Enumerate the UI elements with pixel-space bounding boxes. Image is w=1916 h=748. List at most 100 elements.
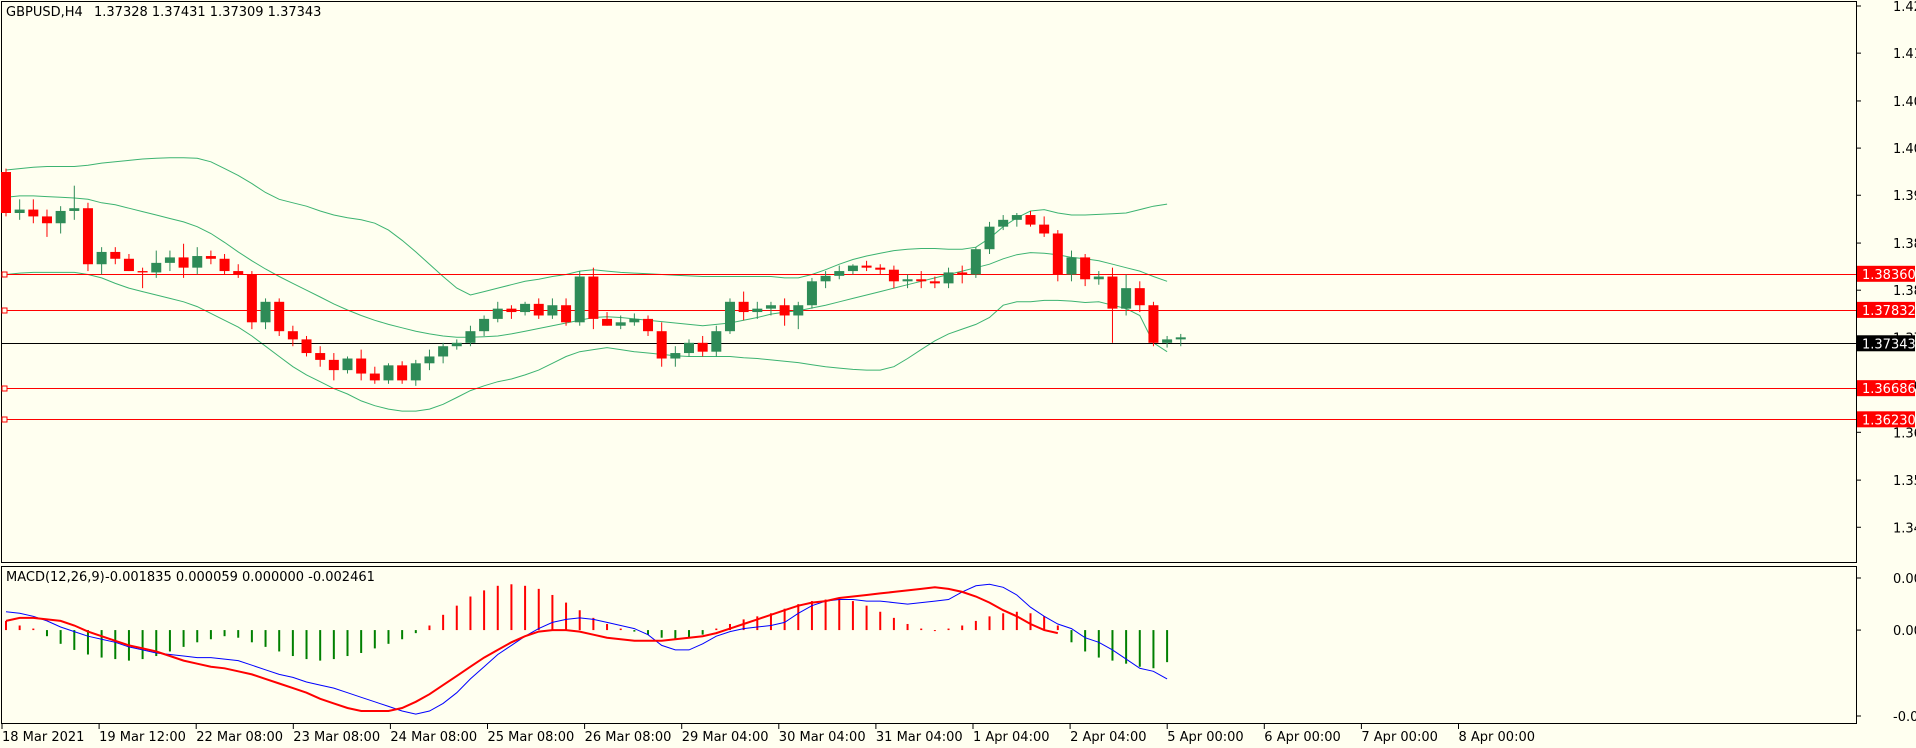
candle-body	[793, 305, 804, 316]
price-tick-label: 1.42280	[1893, 0, 1916, 15]
candle-body	[670, 353, 681, 359]
candle-body	[1066, 257, 1077, 275]
candle-body	[110, 251, 121, 259]
candle-body	[233, 271, 244, 275]
candle-body	[383, 365, 394, 381]
time-tick-label: 6 Apr 00:00	[1264, 730, 1341, 745]
level-price-label: 1.36686	[1862, 382, 1916, 397]
candle-body	[820, 275, 831, 282]
candle-body	[260, 301, 271, 323]
candle-body	[274, 301, 285, 332]
candle-body	[561, 305, 572, 323]
macd-main-line	[5, 583, 1168, 715]
ohlc-values: 1.37328 1.37431 1.37309 1.37343	[94, 5, 321, 20]
candle-body	[724, 301, 735, 332]
candle-body	[410, 363, 421, 381]
candle-body	[82, 208, 93, 265]
candle-body	[547, 305, 558, 316]
candle-body	[451, 342, 462, 347]
time-tick-label: 7 Apr 00:00	[1361, 730, 1438, 745]
time-axis: 18 Mar 2021 19 Mar 12:00 22 Mar 08:00 23 Ma…	[1, 724, 1536, 745]
candle-body	[397, 365, 408, 381]
candle-body	[492, 308, 503, 319]
candle-body	[1025, 215, 1036, 225]
candle-body	[178, 257, 189, 268]
candle-body	[96, 251, 107, 265]
candle-body	[192, 256, 203, 268]
time-tick-label: 31 Mar 04:00	[876, 730, 963, 745]
time-tick-label: 26 Mar 08:00	[585, 730, 672, 745]
time-tick-label: 24 Mar 08:00	[390, 730, 477, 745]
time-tick-label: 29 Mar 04:00	[682, 730, 769, 745]
macd-values: -0.001835 0.000059 0.000000 -0.002461	[105, 570, 375, 585]
symbol-label: GBPUSD,H4	[6, 5, 83, 20]
candle-body	[137, 271, 148, 273]
candle-body	[424, 356, 435, 364]
time-tick-label: 19 Mar 12:00	[99, 730, 186, 745]
price-tick-label: 1.40890	[1893, 95, 1916, 110]
candle-body	[711, 331, 722, 352]
price-panel-frame	[1, 1, 1857, 563]
bollinger-lower-line	[5, 271, 1168, 412]
candle-body	[970, 249, 981, 275]
candle-body	[998, 219, 1009, 227]
level-anchor-2	[1, 385, 8, 392]
candle-body	[151, 262, 162, 273]
candle-body	[506, 308, 517, 313]
candle-body	[356, 358, 367, 374]
candle-body	[1107, 276, 1118, 309]
candle-body	[615, 322, 626, 326]
level-price-box	[1857, 301, 1915, 318]
candle-body	[301, 339, 312, 354]
bollinger-upper-line	[5, 157, 1168, 296]
candle-body	[315, 353, 326, 360]
candle-body	[41, 216, 52, 224]
candle-body	[164, 257, 175, 263]
level-price-label: 1.38360	[1862, 268, 1916, 283]
price-axis: 1.42280 1.41590 1.40890 1.40200 1.39510 1.388…	[1856, 0, 1916, 536]
candle-body	[55, 210, 66, 224]
macd-tick-label: 0.003411	[1893, 572, 1916, 587]
macd-tick-label: 0.00	[1893, 624, 1916, 639]
level-anchor-1	[1, 307, 8, 314]
candle-body	[123, 258, 134, 272]
candle-body	[465, 331, 476, 343]
current-price-label: 1.37343	[1862, 337, 1916, 352]
candle-body	[629, 318, 640, 323]
candle-body	[14, 209, 25, 213]
candle-body	[205, 256, 216, 259]
time-tick-label: 22 Mar 08:00	[196, 730, 283, 745]
time-tick-label: 5 Apr 00:00	[1167, 730, 1244, 745]
current-price-box	[1857, 335, 1915, 352]
macd-panel-frame	[1, 566, 1857, 724]
time-tick-label: 8 Apr 00:00	[1459, 730, 1536, 745]
candle-body	[1052, 233, 1063, 275]
price-tick-label: 1.41590	[1893, 47, 1916, 62]
candle-body	[684, 342, 694, 354]
candle-body	[520, 303, 531, 313]
candle-body	[806, 281, 817, 306]
price-tick-label: 1.39510	[1893, 189, 1916, 204]
horizontal-levels	[1, 271, 1856, 423]
candle-body	[1, 172, 11, 213]
candle-body	[984, 226, 995, 250]
candle-body	[479, 318, 490, 332]
time-tick-label: 1 Apr 04:00	[973, 730, 1050, 745]
candle-body	[574, 276, 585, 323]
candle-body	[765, 305, 776, 309]
candle-body	[328, 359, 339, 371]
candle-body	[847, 265, 858, 272]
macd-tick-label: -0.005627	[1893, 710, 1916, 725]
candle-body	[834, 271, 845, 276]
macd-axis: 0.003411 0.00 -0.005627	[1856, 572, 1916, 725]
macd-signal-line	[5, 586, 1059, 712]
candle-body	[342, 358, 353, 371]
candle-body	[369, 373, 380, 381]
candle-body	[929, 281, 940, 284]
level-price-box	[1857, 380, 1915, 397]
price-tick-label: 1.35340	[1893, 474, 1916, 489]
candle-body	[69, 208, 80, 211]
candle-body	[902, 279, 913, 282]
bollinger-bands	[5, 157, 1168, 412]
